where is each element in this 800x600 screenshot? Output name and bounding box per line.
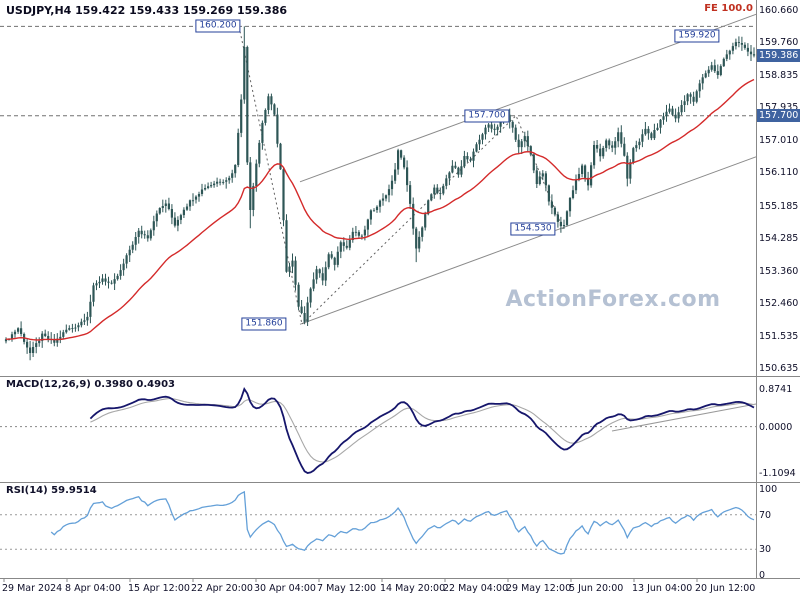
macd-panel[interactable] bbox=[0, 386, 757, 474]
macd-trendline bbox=[611, 403, 757, 432]
channel-lower-line bbox=[299, 156, 757, 325]
candle-bodies bbox=[4, 42, 756, 353]
macd-main-line bbox=[89, 386, 755, 474]
moving-average-line bbox=[6, 78, 755, 341]
macd-signal-line bbox=[90, 398, 755, 463]
main-price-panel[interactable] bbox=[0, 13, 757, 361]
rsi-line bbox=[50, 490, 755, 555]
panel-frame bbox=[0, 0, 800, 582]
rsi-panel[interactable] bbox=[0, 490, 756, 555]
